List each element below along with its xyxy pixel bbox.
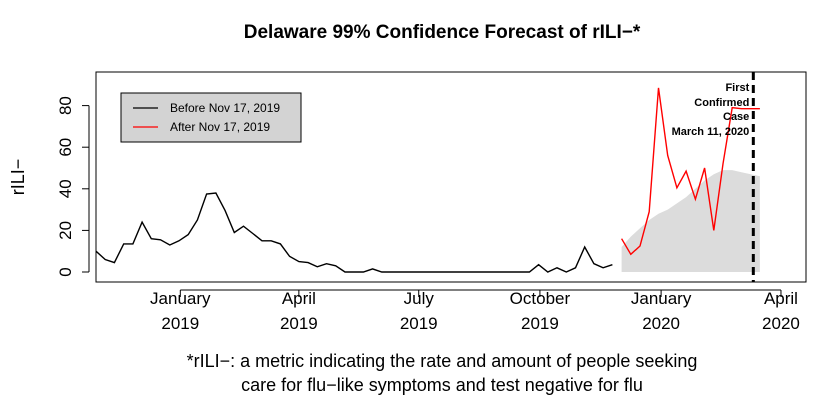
legend: Before Nov 17, 2019 After Nov 17, 2019 xyxy=(120,92,302,143)
legend-box xyxy=(120,92,302,143)
y-axis: 0 20 40 60 80 xyxy=(56,96,90,277)
x-tick-label-month: July xyxy=(404,289,435,308)
y-axis-title: rILI− xyxy=(8,159,28,196)
y-tick-label: 40 xyxy=(56,179,75,198)
first-case-label-line: Case xyxy=(723,111,749,123)
x-tick-label-year: 2019 xyxy=(280,314,318,333)
x-axis: January 2019 April 2019 July 2019 October 2019 J… xyxy=(150,289,800,333)
x-tick-label-year: 2019 xyxy=(400,314,438,333)
x-tick-label-year: 2020 xyxy=(762,314,800,333)
x-tick-label-year: 2019 xyxy=(521,314,559,333)
forecast-band xyxy=(621,170,760,272)
legend-label-after: After Nov 17, 2019 xyxy=(170,120,270,134)
series-line-after xyxy=(620,87,760,256)
first-case-label-line: March 11, 2020 xyxy=(672,126,750,138)
x-tick-label-year: 2019 xyxy=(161,314,199,333)
x-tick-label-month: April xyxy=(764,289,798,308)
series-layer xyxy=(95,87,760,273)
x-tick-label-month: January xyxy=(631,289,692,308)
x-tick-label-year: 2020 xyxy=(642,314,680,333)
y-tick-label: 80 xyxy=(56,96,75,115)
first-case-label-line: Confirmed xyxy=(694,97,749,109)
x-tick-label-month: January xyxy=(150,289,211,308)
first-case-label-line: First xyxy=(725,82,749,94)
footnote-line-1: *rILI−: a metric indicating the rate and… xyxy=(187,351,698,371)
footnote-line-2: care for flu−like symptoms and test nega… xyxy=(241,375,643,395)
legend-label-before: Before Nov 17, 2019 xyxy=(170,101,280,115)
series-line-before xyxy=(95,192,613,273)
y-tick-label: 20 xyxy=(56,221,75,240)
x-tick-label-month: April xyxy=(282,289,316,308)
first-case-annotation: First Confirmed Case March 11, 2020 xyxy=(672,82,750,138)
x-tick-label-month: October xyxy=(510,289,571,308)
chart-title: Delaware 99% Confidence Forecast of rILI… xyxy=(244,22,641,43)
forecast-band-area xyxy=(621,170,760,272)
plot-frame xyxy=(95,71,807,283)
y-tick-label: 60 xyxy=(56,138,75,157)
y-tick-label: 0 xyxy=(56,267,75,276)
